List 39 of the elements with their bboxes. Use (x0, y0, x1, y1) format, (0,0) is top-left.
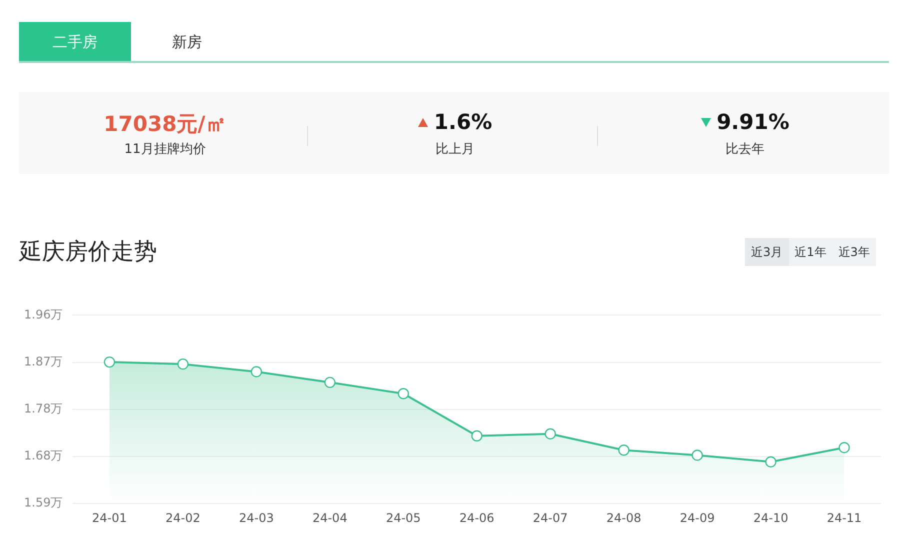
x-tick-label: 24-03 (238, 510, 274, 525)
x-tick-label: 24-10 (753, 510, 788, 525)
point (324, 376, 336, 388)
point (177, 358, 189, 370)
y-tick-label: 1.59万 (24, 496, 63, 510)
x-tick-label: 24-08 (606, 510, 642, 525)
text: 近3年 (837, 244, 871, 261)
x-tick-label: 24-01 (92, 510, 127, 525)
chart-title: 延庆房价走势 (19, 238, 157, 267)
text: 近1年 (794, 244, 828, 261)
x-tick-label: 24-04 (312, 510, 348, 525)
text: 比上月 (434, 141, 476, 158)
x-tick-label: 24-06 (459, 510, 494, 525)
x-tick-label: 24-11 (826, 510, 862, 525)
point (104, 356, 116, 368)
point (765, 456, 776, 468)
point (692, 450, 703, 461)
text: 比去年 (724, 141, 766, 158)
point (618, 444, 630, 456)
y-tick-label: 1.78万 (24, 402, 63, 416)
text: 17038元/㎡ (102, 111, 228, 138)
text: 近3月 (745, 238, 789, 266)
text: 新房 (171, 32, 203, 53)
x-tick-label: 24-07 (532, 510, 568, 525)
y-tick-label: 1.68万 (24, 448, 63, 463)
y-tick-label: 1.96万 (24, 307, 63, 322)
text: 11月挂牌均价 (123, 141, 207, 158)
text: 二手房 (19, 22, 131, 62)
text: 1.6% (434, 110, 492, 134)
point (471, 430, 482, 442)
x-tick-label: 24-05 (386, 510, 421, 525)
x-tick-label: 24-09 (680, 510, 715, 525)
x-tick-label: 24-02 (166, 510, 200, 525)
point (544, 428, 556, 440)
y-tick-label: 1.87万 (24, 354, 63, 368)
point (398, 388, 409, 400)
point (250, 366, 262, 378)
text: 9.91% (716, 110, 790, 134)
point (838, 442, 850, 454)
